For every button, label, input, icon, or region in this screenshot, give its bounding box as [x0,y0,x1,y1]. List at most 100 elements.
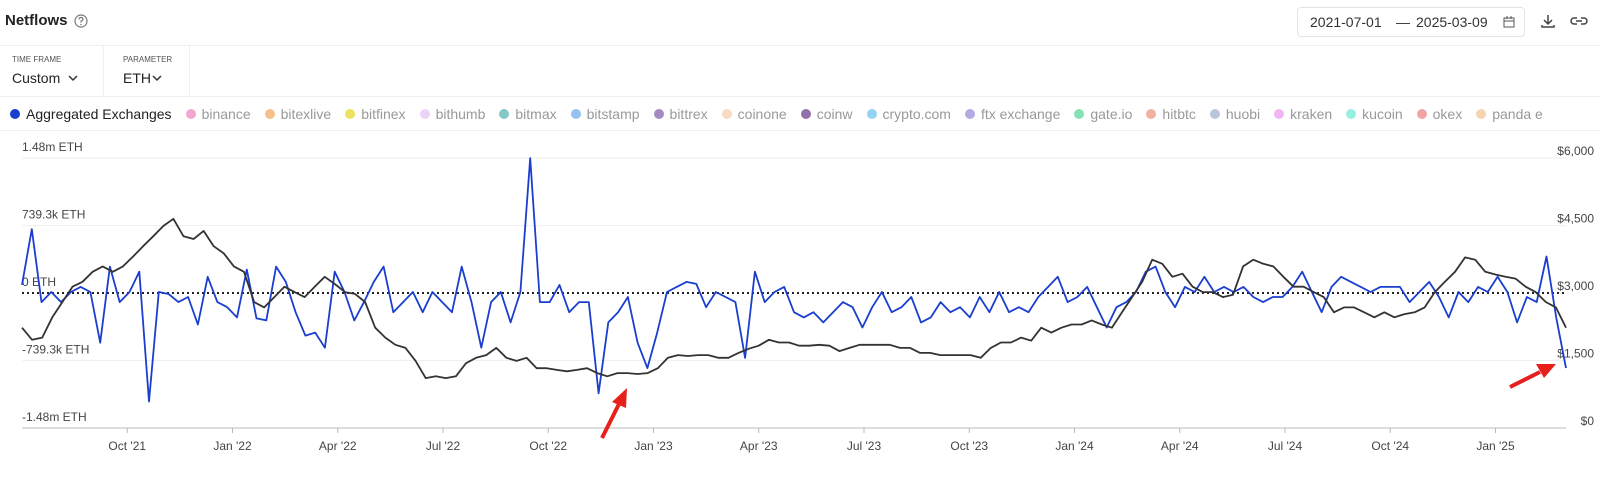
legend-swatch [653,108,664,119]
legend-label: gate.io [1090,105,1133,122]
calendar-icon [1503,16,1515,28]
header: Netflows 2021-07-01 — 2025-03-09 [0,0,1600,46]
legend-label: crypto.com [882,105,951,122]
chevron [152,75,162,82]
legend-swatch [866,108,877,119]
legend-item[interactable]: okex [1416,105,1463,122]
legend-item[interactable]: crypto.com [866,105,951,122]
legend-swatch [800,108,811,119]
legend-item[interactable]: ftx exchange [964,105,1061,122]
legend-swatch [499,108,510,119]
y-tick-label: 739.3k ETH [22,208,85,222]
filter-label: TIME FRAME [12,55,62,64]
legend-item[interactable]: bitexlive [264,106,331,122]
legend-swatch [1209,108,1220,119]
legend-label: panda e [1492,105,1543,122]
legend-swatch [185,108,196,119]
legend-swatch [264,108,275,119]
help-icon[interactable] [74,14,88,28]
legend-swatch [570,108,581,119]
y-tick-label: -739.3k ETH [22,342,89,356]
legend-swatch [10,108,20,119]
legend-label: binance [201,105,251,122]
legend-item[interactable]: hitbtc [1146,105,1196,122]
download-icon[interactable] [1540,13,1556,29]
legend: Aggregated Exchanges binance bitexlive bitf… [0,97,1600,131]
y2-tick-label: $0 [1581,414,1595,428]
x-tick-label: Jul '23 [847,439,882,453]
legend-label: coinone [737,105,787,122]
legend-item[interactable]: panda e [1476,106,1543,122]
legend-item[interactable]: binance [185,105,251,122]
legend-label: hitbtc [1162,105,1196,122]
legend-swatch [1476,108,1487,119]
legend-label: kraken [1290,105,1333,122]
legend-item[interactable]: bitmax [499,105,557,122]
parameter-filter[interactable]: PARAMETER ETH [103,46,190,96]
filter-value: Custom [12,70,61,86]
x-tick-label: Jan '24 [1055,439,1094,453]
legend-label: bitmax [515,105,557,122]
chevron [68,75,78,82]
date-end: 2025-03-09 [1416,14,1488,30]
legend-item[interactable]: coinw [800,105,853,122]
legend-item[interactable]: bittrex [653,105,708,122]
legend-item[interactable]: Aggregated Exchanges [10,106,172,122]
annotation-arrow [600,364,1556,439]
y2-tick-label: $4,500 [1557,212,1594,226]
legend-label: Aggregated Exchanges [26,105,172,122]
legend-label: okex [1432,105,1463,122]
legend-item[interactable]: coinone [721,105,787,122]
legend-swatch [345,108,356,119]
x-tick-label: Apr '24 [1161,439,1199,453]
series-line [21,157,1567,403]
y2-tick-label: $3,000 [1557,279,1594,293]
legend-swatch [1146,108,1157,119]
legend-swatch [1274,108,1285,119]
x-tick-label: Jan '22 [213,439,252,453]
legend-swatch [1074,108,1085,119]
legend-item[interactable]: huobi [1209,105,1261,122]
x-tick-label: Jul '22 [426,439,461,453]
x-tick-label: Oct '21 [108,439,146,453]
x-tick-label: Jan '23 [634,439,673,453]
x-tick-label: Apr '23 [740,439,778,453]
date-start: 2021-07-01 [1310,14,1382,30]
legend-label: coinw [816,105,853,122]
filter-bar: TIME FRAME Custom PARAMETER ETH [0,46,1600,97]
y2-tick-label: $6,000 [1557,144,1594,158]
x-tick-label: Oct '22 [529,439,567,453]
time-frame-filter[interactable]: TIME FRAME Custom [0,46,104,96]
legend-label: bitfinex [361,105,406,122]
filter-value: ETH [123,70,151,86]
y2-tick-label: $1,500 [1557,347,1594,361]
legend-swatch [419,108,430,119]
legend-label: bittrex [669,105,708,122]
legend-label: bithumb [435,105,486,122]
y-tick-label: 1.48m ETH [22,140,83,154]
legend-item[interactable]: bithumb [419,105,486,122]
legend-item[interactable]: bitstamp [570,105,640,122]
chart: Jan '25 Oct '24 Jul '24 Apr '24 Jan '24 Oct '… [21,140,1595,453]
legend-label: huobi [1225,105,1261,122]
date-range[interactable]: 2021-07-01 — 2025-03-09 [1297,7,1525,37]
x-tick-label: Apr '22 [319,439,357,453]
legend-swatch [1416,108,1427,119]
x-tick-label: Jul '24 [1268,439,1303,453]
legend-item[interactable]: bitfinex [345,105,406,122]
legend-swatch [721,108,732,119]
date-separator: — [1396,14,1410,30]
y-tick-label: -1.48m ETH [22,410,87,424]
x-tick-label: Jan '25 [1476,439,1515,453]
legend-label: ftx exchange [980,105,1061,122]
link-icon[interactable] [1570,13,1588,29]
legend-label: bitstamp [586,105,640,122]
legend-item[interactable]: kraken [1274,106,1332,122]
page-title: Netflows [5,12,68,29]
series-line [21,217,1567,379]
x-tick-label: Oct '24 [1371,439,1409,453]
filter-label: PARAMETER [123,55,173,64]
legend-item[interactable]: gate.io [1074,106,1132,122]
legend-item[interactable]: kucoin [1346,106,1403,122]
